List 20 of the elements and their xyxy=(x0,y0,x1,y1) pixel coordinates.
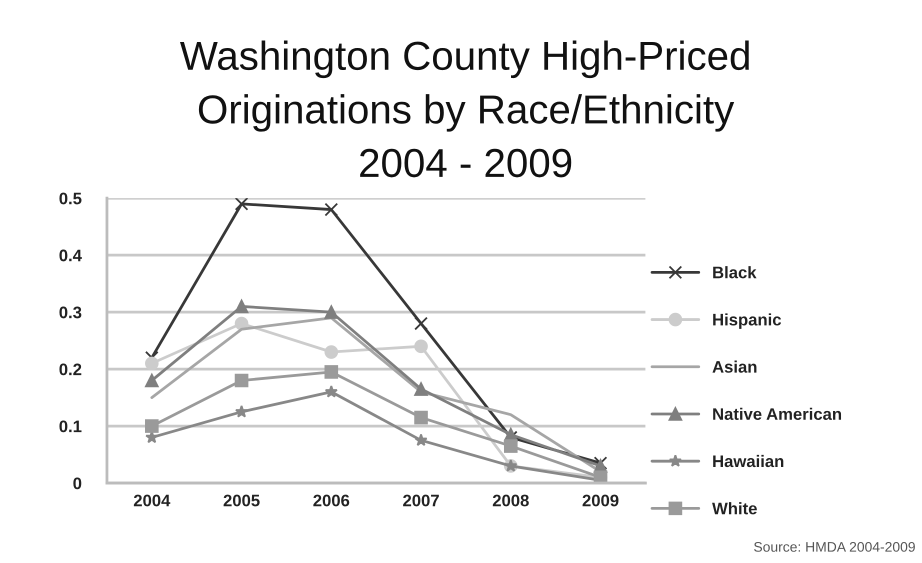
y-tick-label: 0.4 xyxy=(59,250,82,262)
legend-label: Hawaiian xyxy=(713,454,784,468)
y-tick-label: 0.5 xyxy=(59,192,82,204)
x-tick-label: 2005 xyxy=(224,494,260,506)
legend-label: White xyxy=(712,502,757,514)
y-tick-label: 0.3 xyxy=(59,306,82,318)
y-tick-label: 0.2 xyxy=(59,364,82,376)
y-tick-label: 0.1 xyxy=(59,420,82,432)
x-tick-label: 2007 xyxy=(403,494,439,506)
legend-label: Native American xyxy=(713,408,842,420)
x-tick-label: 2008 xyxy=(492,494,529,506)
chart-title: Washington County High-Priced Originations by Race/Ethnicity 2004 - 2009 xyxy=(180,40,749,178)
source-note: Source: HMDA 2004-2009 xyxy=(754,542,915,552)
legend-label: Asian xyxy=(712,360,756,373)
x-tick-label: 2004 xyxy=(134,494,170,506)
x-tick-label: 2009 xyxy=(582,494,618,506)
legend-label: Black xyxy=(713,266,757,278)
y-tick-label: 0 xyxy=(73,477,82,490)
x-tick-label: 2006 xyxy=(313,494,350,506)
legend-label: Hispanic xyxy=(713,313,782,329)
